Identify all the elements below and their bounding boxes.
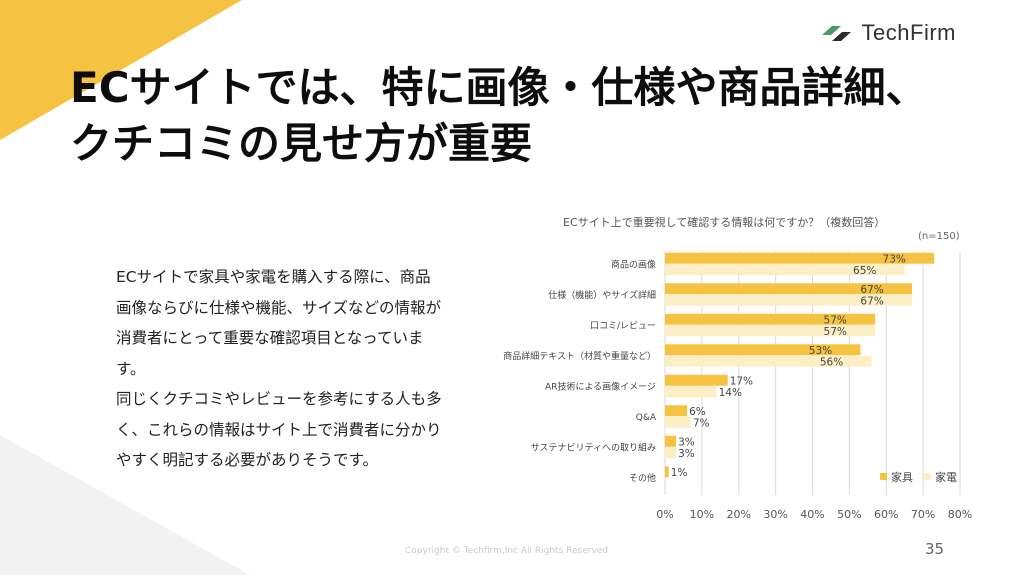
bar-kaden bbox=[665, 386, 717, 398]
bar-kagu bbox=[665, 466, 669, 478]
chart-title: ECサイト上で重要視して確認する情報は何ですか？（複数回答） bbox=[563, 216, 886, 229]
techfirm-logo-icon bbox=[821, 26, 851, 41]
copyright-footer: Copyright © Techfirm,Inc All Rights Rese… bbox=[405, 546, 609, 556]
page-number: 35 bbox=[925, 540, 945, 558]
bar-kaden bbox=[665, 355, 872, 367]
category-label: 口コミ/レビュー bbox=[590, 320, 656, 331]
bar-kagu bbox=[665, 435, 677, 447]
data-label: 6% bbox=[689, 406, 706, 418]
legend-label: 家具 bbox=[891, 470, 913, 484]
survey-bar-chart: 0% 10% 20% 30% 40% 50% 60% 70% 80% 商品の画像 73% 65% 仕様（… bbox=[503, 251, 972, 521]
data-label: 3% bbox=[678, 448, 695, 460]
bar-kagu bbox=[665, 374, 728, 386]
data-label: 56% bbox=[820, 356, 843, 368]
data-label: 57% bbox=[824, 326, 847, 338]
data-label: 67% bbox=[860, 284, 883, 296]
x-tick-label: 80% bbox=[948, 508, 972, 521]
data-label: 7% bbox=[693, 417, 710, 429]
x-tick-label: 0% bbox=[656, 508, 673, 521]
legend-swatch bbox=[880, 473, 887, 480]
bar-kaden bbox=[665, 264, 905, 276]
category-label: サステナビリティへの取り組み bbox=[531, 441, 656, 453]
slide-title-line-1: ECサイトでは、特に画像・仕様や商品詳細、 bbox=[70, 63, 928, 112]
data-label: 73% bbox=[883, 253, 906, 265]
x-tick-label: 10% bbox=[690, 508, 714, 521]
x-tick-label: 60% bbox=[874, 508, 898, 521]
body-paragraph-2: 同じくクチコミやレビューを参考にする人も多く、これらの情報はサイト上で消費者に分… bbox=[116, 390, 442, 469]
bar-kagu bbox=[665, 313, 876, 325]
techfirm-logo: TechFirm bbox=[820, 20, 956, 46]
bar-kaden bbox=[665, 447, 677, 459]
category-label: 商品詳細テキスト（材質や重量など） bbox=[503, 350, 656, 362]
slide-title: ECサイトでは、特に画像・仕様や商品詳細、 クチコミの見せ方が重要 bbox=[70, 60, 990, 172]
x-tick-label: 70% bbox=[911, 508, 935, 521]
bar-kagu bbox=[665, 283, 913, 295]
techfirm-logo-text: TechFirm bbox=[861, 20, 956, 45]
bar-kaden bbox=[665, 325, 876, 337]
bar-kagu bbox=[665, 344, 861, 356]
category-label: その他 bbox=[629, 472, 656, 484]
category-label: 商品の画像 bbox=[611, 258, 656, 270]
data-label: 53% bbox=[809, 345, 832, 357]
category-label: 仕様（機能）やサイズ詳細 bbox=[548, 289, 656, 301]
x-tick-label: 40% bbox=[800, 508, 824, 521]
bar-kaden bbox=[665, 294, 913, 306]
x-tick-label: 20% bbox=[727, 508, 751, 521]
chart-sample-size: (n=150) bbox=[918, 231, 960, 242]
data-label: 17% bbox=[730, 375, 753, 387]
data-label: 14% bbox=[719, 387, 742, 399]
category-label: AR技術による画像イメージ bbox=[545, 380, 656, 392]
category-label: Q&A bbox=[636, 413, 657, 423]
body-text: ECサイトで家具や家電を購入する際に、商品画像ならびに仕様や機能、サイズなどの情… bbox=[116, 262, 446, 476]
legend-label: 家電 bbox=[935, 470, 957, 484]
body-paragraph-1: ECサイトで家具や家電を購入する際に、商品画像ならびに仕様や機能、サイズなどの情… bbox=[116, 268, 442, 378]
bar-kagu bbox=[665, 405, 688, 417]
data-label: 65% bbox=[853, 265, 876, 277]
data-label: 1% bbox=[671, 467, 688, 479]
legend-swatch bbox=[924, 473, 931, 480]
bar-kagu bbox=[665, 252, 935, 264]
data-label: 3% bbox=[678, 436, 695, 448]
slide-title-line-2: クチコミの見せ方が重要 bbox=[70, 119, 533, 168]
x-tick-label: 30% bbox=[763, 508, 787, 521]
x-tick-label: 50% bbox=[837, 508, 861, 521]
bar-kaden bbox=[665, 416, 691, 428]
data-label: 57% bbox=[824, 314, 847, 326]
data-label: 67% bbox=[860, 295, 883, 307]
